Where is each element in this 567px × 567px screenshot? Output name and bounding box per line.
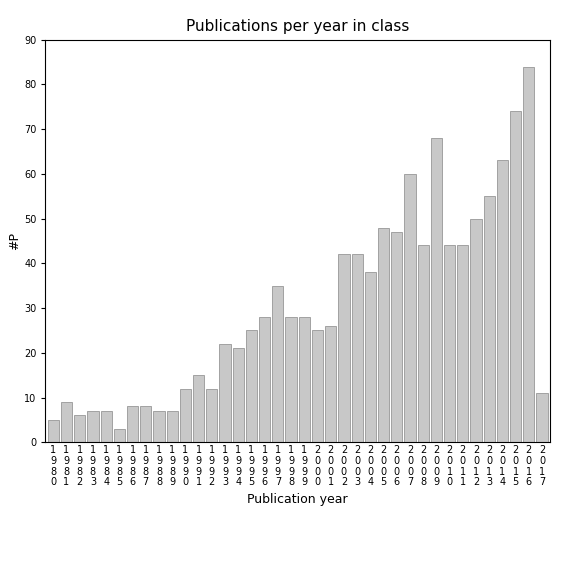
- Bar: [444, 246, 455, 442]
- Bar: [417, 246, 429, 442]
- Bar: [87, 411, 99, 442]
- Bar: [48, 420, 59, 442]
- Bar: [325, 326, 336, 442]
- Bar: [431, 138, 442, 442]
- Bar: [285, 317, 297, 442]
- Bar: [536, 393, 548, 442]
- Bar: [272, 286, 284, 442]
- Bar: [246, 331, 257, 442]
- Bar: [180, 388, 191, 442]
- Bar: [74, 416, 85, 442]
- Bar: [404, 174, 416, 442]
- Bar: [484, 196, 495, 442]
- Bar: [61, 402, 72, 442]
- Bar: [153, 411, 164, 442]
- Bar: [259, 317, 270, 442]
- Bar: [193, 375, 204, 442]
- Bar: [100, 411, 112, 442]
- Bar: [510, 111, 521, 442]
- Bar: [497, 160, 508, 442]
- Title: Publications per year in class: Publications per year in class: [186, 19, 409, 35]
- Bar: [352, 255, 363, 442]
- Bar: [167, 411, 178, 442]
- Bar: [206, 388, 217, 442]
- X-axis label: Publication year: Publication year: [247, 493, 348, 506]
- Bar: [378, 227, 389, 442]
- Y-axis label: #P: #P: [8, 232, 21, 250]
- Bar: [471, 219, 481, 442]
- Bar: [232, 348, 244, 442]
- Bar: [299, 317, 310, 442]
- Bar: [391, 232, 403, 442]
- Bar: [127, 407, 138, 442]
- Bar: [523, 66, 535, 442]
- Bar: [114, 429, 125, 442]
- Bar: [457, 246, 468, 442]
- Bar: [140, 407, 151, 442]
- Bar: [312, 331, 323, 442]
- Bar: [365, 272, 376, 442]
- Bar: [219, 344, 231, 442]
- Bar: [338, 255, 349, 442]
